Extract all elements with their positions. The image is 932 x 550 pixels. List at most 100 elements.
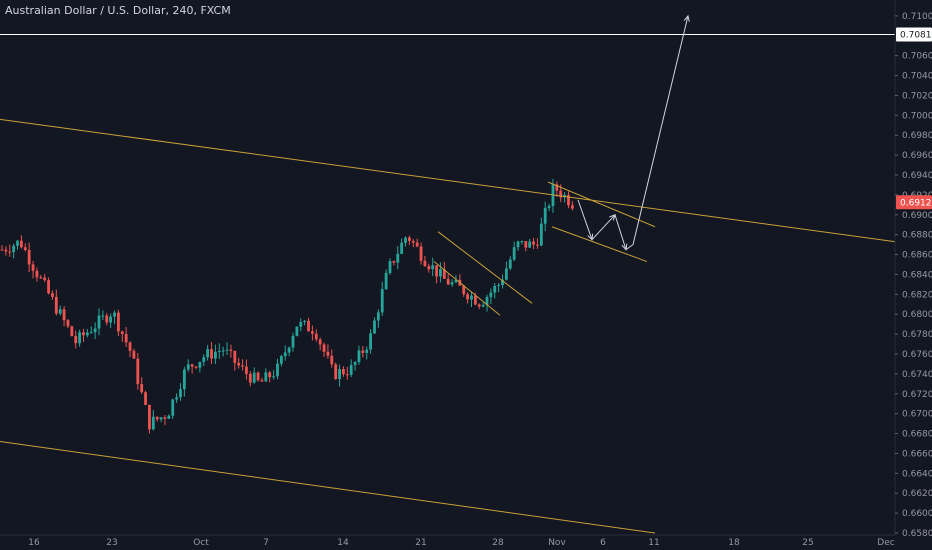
candle-body xyxy=(334,364,338,379)
candle-body xyxy=(54,296,58,314)
candle-body xyxy=(167,415,171,419)
candle-body xyxy=(66,320,70,327)
candle-body xyxy=(148,404,151,430)
candle-body xyxy=(369,333,372,350)
candle-body xyxy=(539,223,543,246)
candle-body xyxy=(186,364,190,370)
candle-body xyxy=(489,292,493,298)
candle-body xyxy=(415,242,419,247)
candle-body xyxy=(411,240,415,243)
candle-body xyxy=(89,332,93,334)
candle-body xyxy=(373,320,376,334)
time-tick-label: 23 xyxy=(106,538,117,548)
time-tick-label: 25 xyxy=(802,538,813,548)
candle-body xyxy=(466,294,469,300)
last-price-tag: 0.69126 xyxy=(900,198,932,208)
candle-body xyxy=(171,399,175,416)
candle-body xyxy=(473,295,477,305)
candle-body xyxy=(198,361,202,368)
time-tick-label: 18 xyxy=(728,538,740,548)
candle-body xyxy=(155,416,159,420)
candle-body xyxy=(182,369,186,390)
flag-lower-line xyxy=(433,261,501,316)
candle-body xyxy=(454,279,458,283)
candle-body xyxy=(427,266,431,270)
candle-body xyxy=(82,332,85,336)
candle-body xyxy=(532,241,535,245)
candle-body xyxy=(497,285,501,287)
candle-body xyxy=(109,316,113,323)
candle-body xyxy=(0,249,4,251)
time-tick-label: 7 xyxy=(263,538,269,548)
time-tick-label: 14 xyxy=(337,538,349,548)
candle-body xyxy=(97,315,101,329)
candle-body xyxy=(349,364,353,375)
candle-body xyxy=(217,350,221,352)
horizontal-level-tag-bg xyxy=(896,27,932,42)
candle-body xyxy=(268,372,272,378)
candle-body xyxy=(559,190,563,198)
flag2-upper-line xyxy=(547,181,656,228)
candle-body xyxy=(376,312,380,321)
candle-body xyxy=(35,270,39,278)
candle-body xyxy=(23,247,27,251)
candle-body xyxy=(543,207,547,224)
candle-body xyxy=(450,282,454,285)
candle-body xyxy=(233,351,237,363)
candle-body xyxy=(431,265,435,270)
candle-body xyxy=(12,245,16,253)
candle-body xyxy=(462,285,466,295)
candle-body xyxy=(93,328,97,333)
candle-body xyxy=(446,278,450,285)
candle-body xyxy=(357,350,361,363)
candle-body xyxy=(365,349,369,353)
candle-body xyxy=(132,350,136,359)
candle-body xyxy=(322,344,326,352)
candle-body xyxy=(260,380,264,382)
projection-path xyxy=(577,15,689,251)
flag2-lower-line xyxy=(551,226,648,263)
candle-body xyxy=(101,315,105,317)
candle-body xyxy=(252,372,256,383)
candle-body xyxy=(291,335,295,348)
candle-body xyxy=(295,326,299,336)
time-tick-label: 28 xyxy=(492,538,504,548)
time-tick-label: Dec xyxy=(877,538,894,548)
candle-body xyxy=(256,372,260,381)
candle-body xyxy=(524,241,528,248)
time-tick-label: 11 xyxy=(648,538,659,548)
candle-body xyxy=(279,356,283,364)
candle-body xyxy=(163,417,167,419)
candle-body xyxy=(485,297,489,306)
candle-body xyxy=(241,365,244,367)
time-axis: 16 23 Oct 7 14 21 28 Nov 6 11 18 25 Dec xyxy=(0,534,895,548)
candle-body xyxy=(276,363,279,377)
chart-title: Australian Dollar / U.S. Dollar, 240, FX… xyxy=(5,4,231,17)
arrowhead xyxy=(587,233,594,241)
time-tick-label: 6 xyxy=(600,538,606,548)
candle-body xyxy=(144,392,147,405)
candle-body xyxy=(190,364,194,367)
candle-body xyxy=(508,259,512,269)
candle-body xyxy=(105,315,109,323)
candle-body xyxy=(392,261,396,263)
candle-body xyxy=(380,289,384,313)
candle-body xyxy=(567,194,570,206)
drawings xyxy=(0,14,896,534)
candle-body xyxy=(210,349,213,359)
